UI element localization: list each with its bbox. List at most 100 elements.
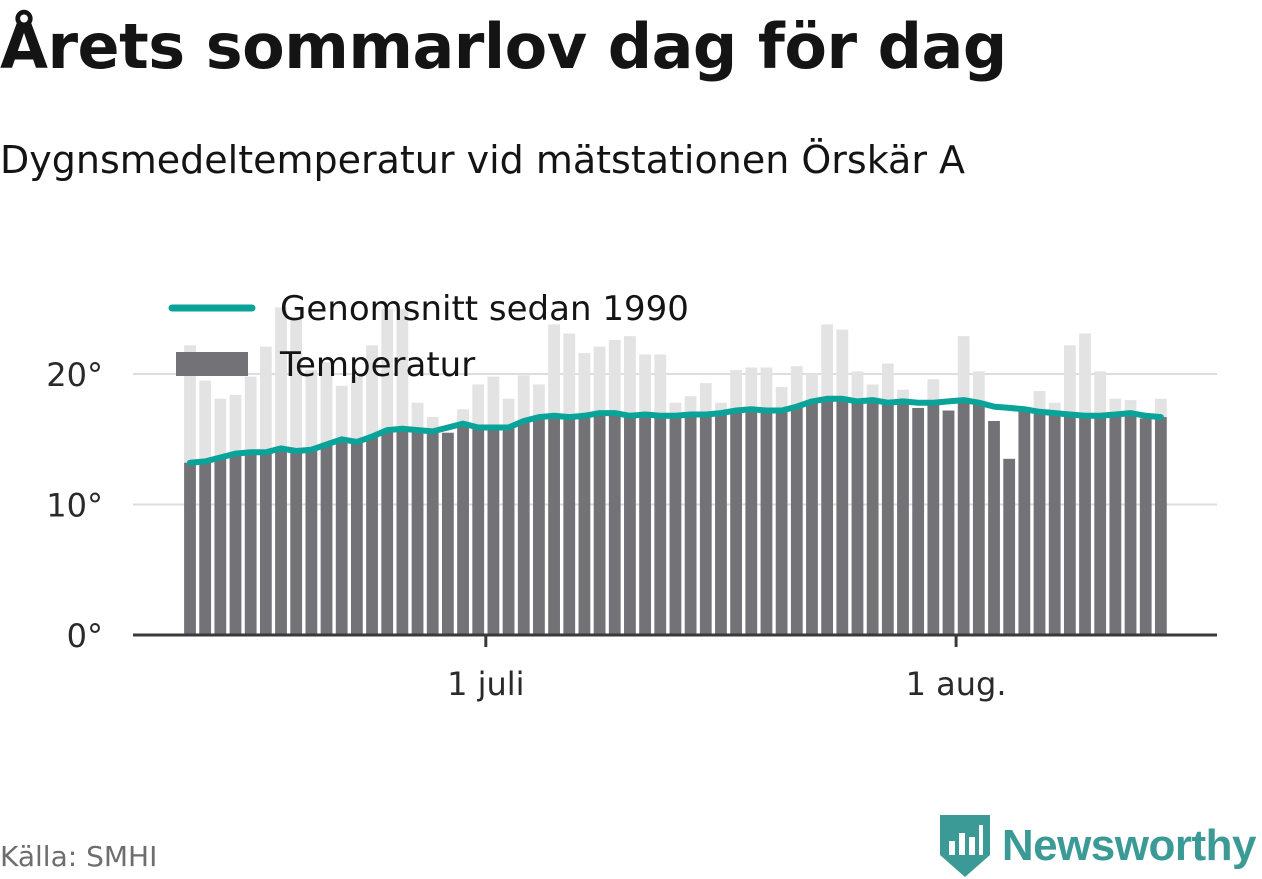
bar-above-average — [350, 376, 363, 442]
bar — [305, 449, 318, 635]
bar — [457, 423, 469, 635]
bar-above-average — [821, 324, 834, 399]
bar-above-average — [1109, 398, 1122, 415]
bar-above-average — [654, 354, 667, 416]
bar — [745, 409, 758, 635]
bar — [957, 400, 970, 635]
bar — [942, 410, 955, 635]
bar-above-average — [806, 374, 818, 402]
source-note: Källa: SMHI — [0, 840, 158, 873]
bar — [1094, 415, 1107, 635]
bar — [1063, 414, 1076, 635]
bar — [533, 417, 545, 635]
bar — [760, 410, 773, 635]
bar — [366, 436, 378, 635]
bar — [881, 402, 894, 635]
bar — [1109, 414, 1122, 635]
bar — [1079, 415, 1091, 635]
bar-above-average — [199, 380, 212, 462]
bar — [972, 402, 985, 635]
bar-above-average — [502, 398, 515, 428]
bar-above-average — [578, 353, 591, 416]
bar-above-average — [745, 367, 758, 410]
bar — [350, 441, 363, 635]
bar-above-average — [1094, 371, 1107, 416]
brand-name: Newsworthy — [1001, 821, 1257, 870]
bar — [320, 444, 333, 635]
bar — [381, 430, 394, 635]
bar — [821, 398, 834, 635]
bar — [1003, 458, 1016, 635]
bar-above-average — [426, 417, 439, 432]
bar-above-average — [775, 387, 788, 411]
bar-above-average — [760, 367, 773, 411]
bar-above-average — [730, 370, 743, 411]
bar — [275, 448, 287, 635]
bar-above-average — [836, 329, 849, 399]
bar — [244, 452, 257, 635]
bar-above-average — [548, 324, 560, 416]
bar — [730, 410, 743, 635]
bars — [184, 307, 1167, 635]
bar — [775, 410, 788, 635]
chart-title: Årets sommarlov dag för dag — [0, 10, 1007, 83]
bar — [199, 461, 212, 635]
bar-above-average — [184, 345, 196, 463]
bar-above-average — [259, 346, 272, 453]
bar — [502, 427, 515, 635]
bar-above-average — [684, 396, 697, 415]
bar-above-average — [1048, 402, 1061, 414]
bar-above-average — [290, 319, 303, 451]
bar-above-average — [790, 366, 803, 407]
bar — [790, 406, 803, 635]
bar-above-average — [639, 354, 651, 415]
x-tick-label: 1 aug. — [906, 665, 1007, 703]
bar-above-average — [214, 398, 227, 458]
bar-above-average — [305, 370, 318, 450]
bar — [639, 414, 651, 635]
bar — [184, 462, 196, 635]
bar-above-average — [897, 389, 909, 402]
bar — [1033, 411, 1046, 635]
bar-above-average — [866, 384, 879, 401]
bar — [715, 413, 727, 635]
bar-above-average — [229, 394, 242, 454]
bar-above-average — [1124, 400, 1137, 414]
bar-above-average — [972, 371, 985, 403]
bar-above-average — [411, 402, 424, 431]
brand-logo[interactable]: Newsworthy — [939, 815, 1257, 877]
bar-above-average — [396, 308, 409, 429]
bar-above-average — [244, 376, 257, 453]
bar-above-average — [881, 363, 894, 403]
bar-above-average — [1079, 333, 1091, 416]
average-line-layer — [187, 395, 1164, 466]
y-tick-label: 10° — [46, 487, 103, 525]
y-tick-label: 20° — [46, 356, 103, 394]
bar — [517, 420, 530, 635]
bar — [578, 415, 591, 635]
bar — [608, 413, 621, 635]
bar-above-average — [699, 383, 712, 415]
average-line — [187, 395, 1164, 466]
bar — [927, 402, 940, 635]
bar — [487, 427, 500, 635]
bar — [851, 401, 864, 635]
legend-label-temperature: Temperatur — [279, 345, 475, 385]
bar-above-average — [593, 346, 606, 414]
bar-above-average — [487, 376, 500, 428]
bar — [897, 401, 909, 635]
temperature-chart: 0° 10° 20° 1 juli 1 aug. Genomsnitt sedan 19… — [46, 289, 1217, 703]
bar — [806, 401, 818, 635]
bar — [624, 415, 636, 635]
bar-above-average — [472, 384, 485, 428]
bar-above-average — [275, 307, 287, 449]
bar — [1048, 413, 1061, 635]
y-tick-label: 0° — [67, 617, 103, 655]
bar — [426, 431, 439, 635]
bar — [1124, 413, 1137, 635]
bar-above-average — [533, 384, 545, 418]
bar — [1139, 418, 1152, 635]
bar-above-average — [1154, 398, 1167, 418]
bar — [654, 415, 667, 635]
bar-above-average — [1063, 345, 1076, 415]
